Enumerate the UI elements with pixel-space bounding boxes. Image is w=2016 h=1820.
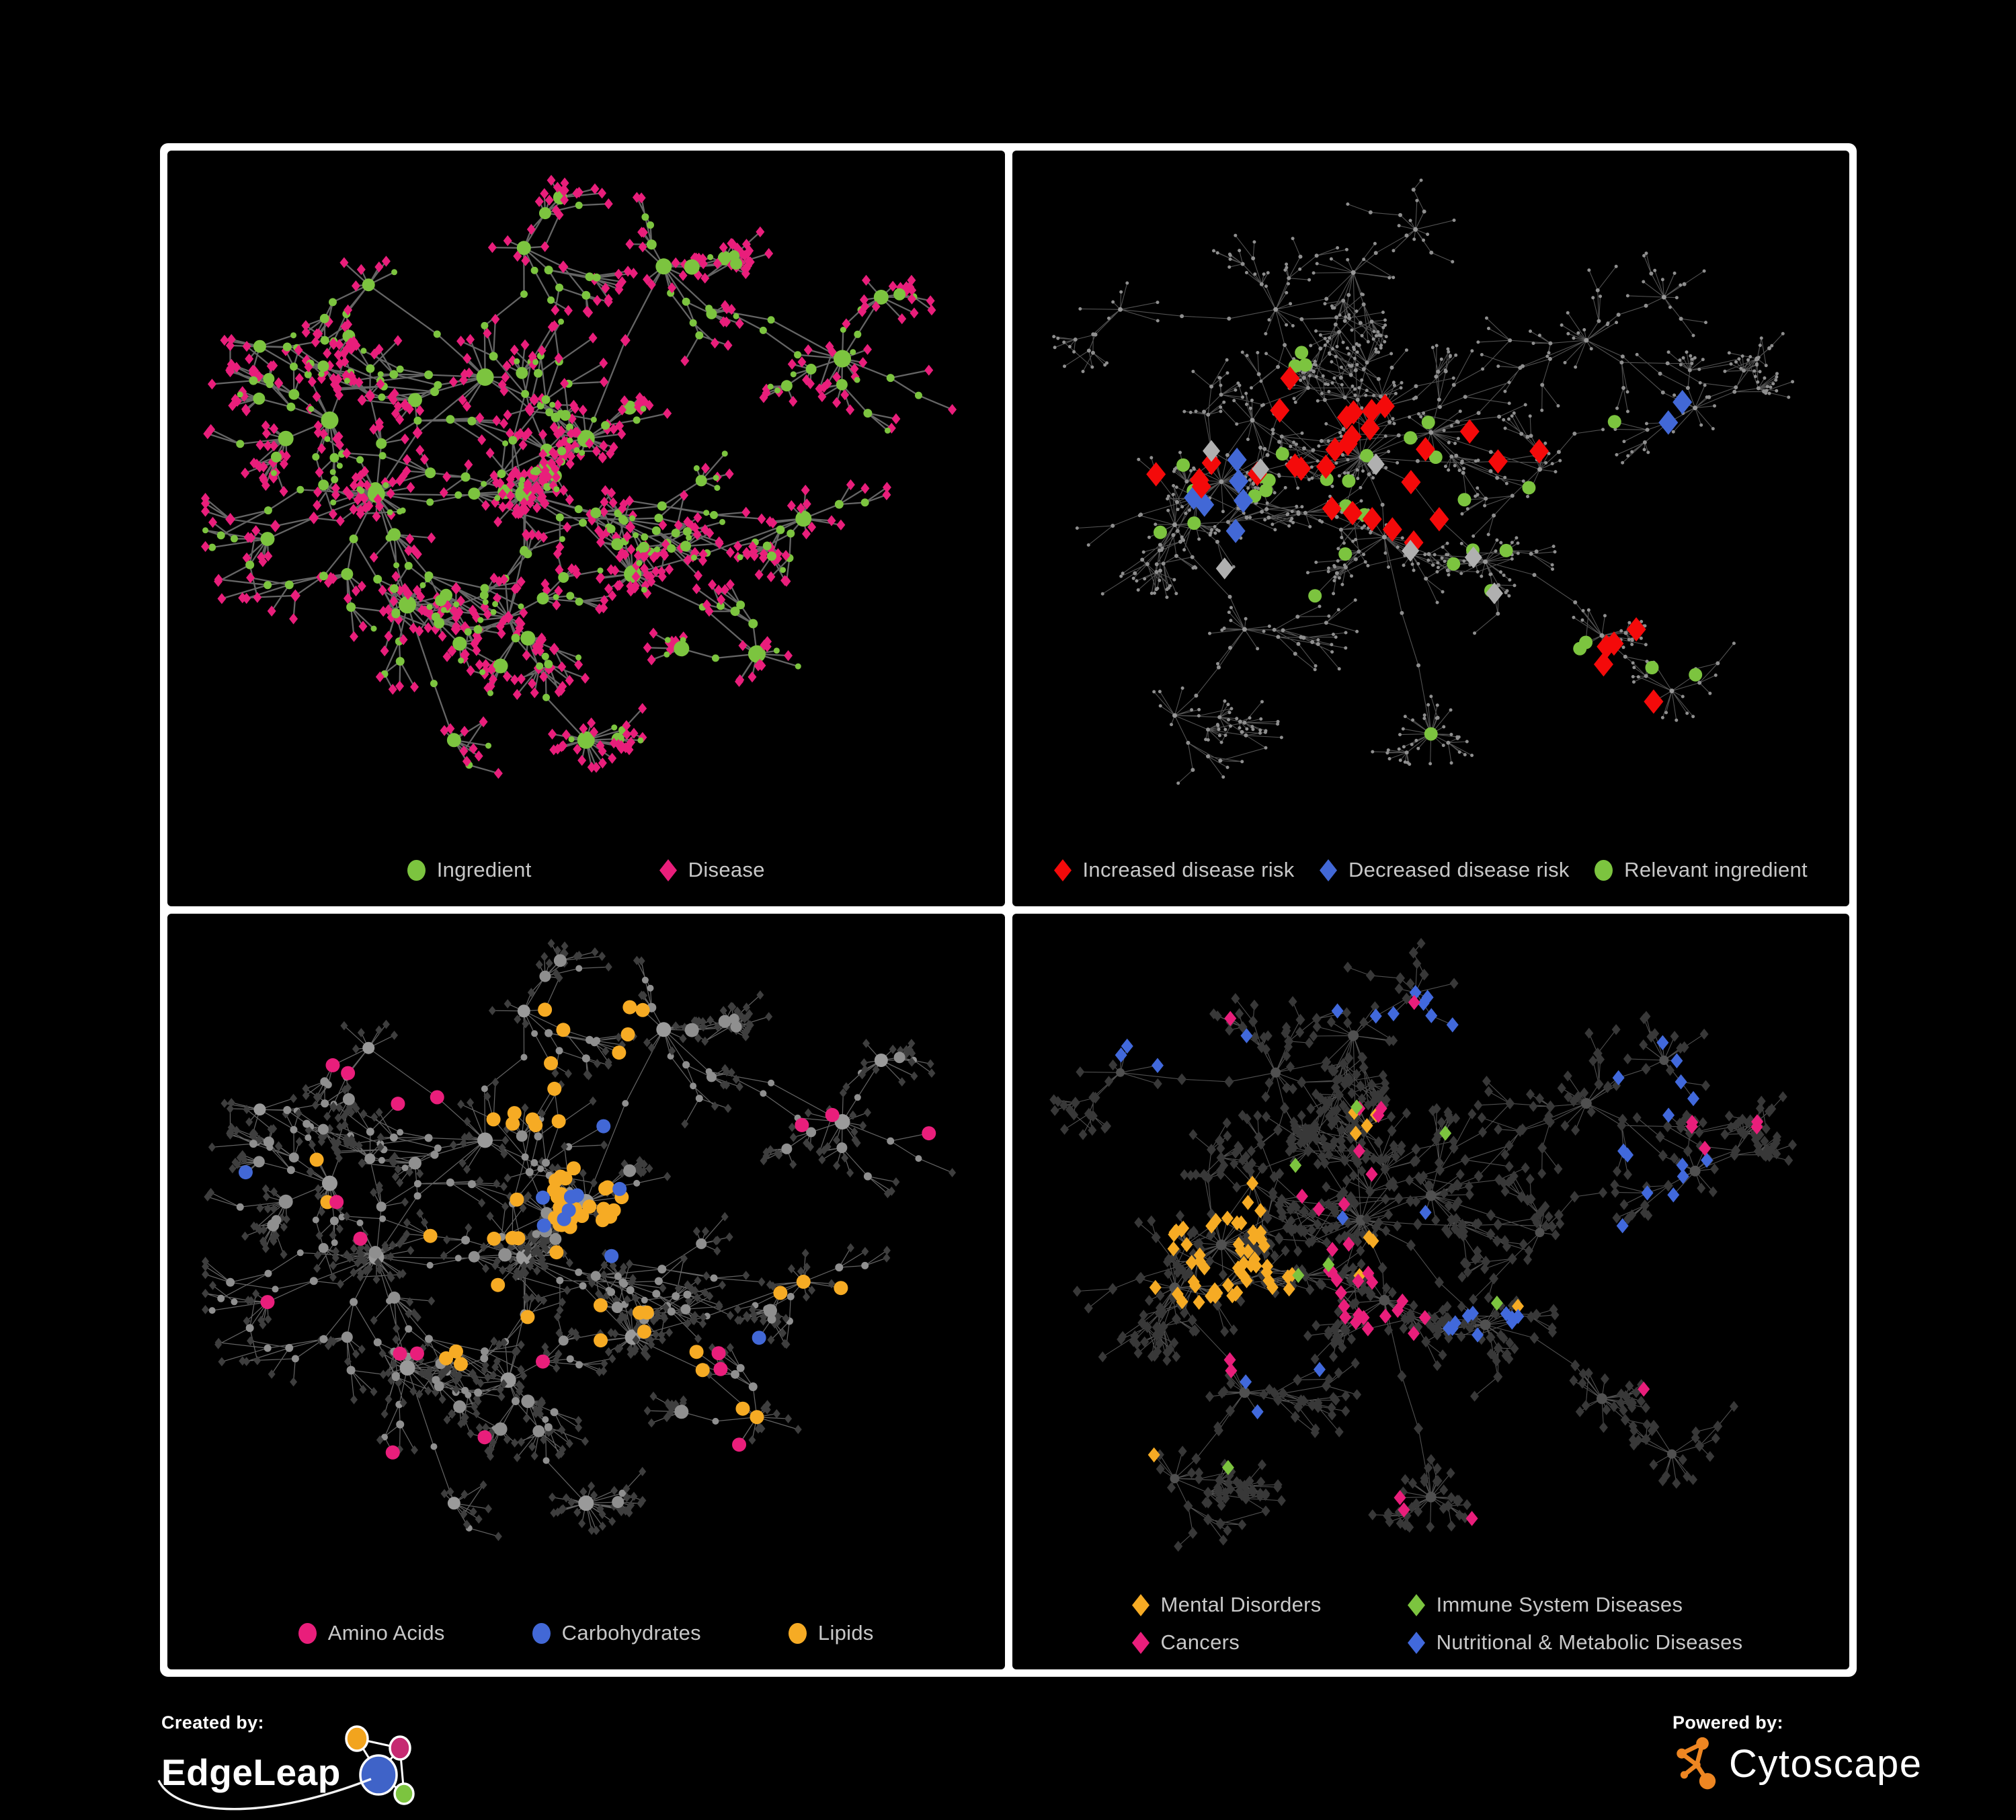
- legend-circle-icon: [1595, 859, 1613, 881]
- legend-diamond-icon: [1407, 1593, 1425, 1616]
- legend-label: Immune System Diseases: [1436, 1593, 1683, 1616]
- network-graph-disease-risk: [1012, 151, 1850, 906]
- legend-diamond-icon: [1131, 1631, 1150, 1654]
- cytoscape-logo-icon: [1677, 1737, 1716, 1790]
- legend-item-relevant-ingredient: Relevant ingredient: [1595, 858, 1808, 882]
- network-graph-ingredient-disease: [167, 151, 1005, 906]
- network-svg: [1051, 178, 1794, 785]
- legend-nutrient-classes: Amino Acids Carbohydrates Lipids: [167, 1621, 1005, 1645]
- legend-label: Lipids: [817, 1621, 874, 1645]
- legend-label: Amino Acids: [327, 1621, 445, 1645]
- panel-nutrient-classes: Amino Acids Carbohydrates Lipids: [167, 914, 1005, 1669]
- legend-circle-icon: [788, 1622, 807, 1644]
- cytoscape-wordmark: Cytoscape: [1729, 1742, 1923, 1786]
- legend-item-amino-acids: Amino Acids: [298, 1621, 445, 1645]
- network-graph-nutrient-classes: [167, 914, 1005, 1669]
- legend-item-cancers: Cancers: [1131, 1630, 1322, 1655]
- edgeleap-brand-block: Created by: EdgeLeap: [157, 1712, 444, 1813]
- legend-label: Carbohydrates: [561, 1621, 701, 1645]
- legend-disease-classes: Mental Disorders Immune System Diseases Ca…: [1131, 1593, 1743, 1655]
- legend-item-ingredient: Ingredient: [407, 858, 532, 882]
- legend-circle-icon: [298, 1622, 317, 1644]
- legend-label: Decreased disease risk: [1348, 858, 1570, 881]
- edgeleap-wordmark: EdgeLeap: [161, 1751, 341, 1793]
- edgeleap-logo-icon: [345, 1725, 415, 1805]
- legend-diamond-icon: [1407, 1631, 1425, 1654]
- legend-item-disease: Disease: [659, 858, 765, 882]
- legend-label: Ingredient: [436, 858, 532, 881]
- network-svg: [202, 939, 957, 1542]
- network-svg: [201, 175, 957, 779]
- legend-item-immune-system-diseases: Immune System Diseases: [1407, 1593, 1743, 1617]
- legend-label: Cancers: [1160, 1630, 1240, 1654]
- legend-item-lipids: Lipids: [788, 1621, 874, 1645]
- created-by-label: Created by:: [161, 1712, 264, 1733]
- cytoscape-brand-block: Powered by: Cytoscape: [1672, 1712, 1923, 1792]
- panel-grid-frame: Ingredient Disease Increased disease risk…: [160, 143, 1857, 1677]
- network-svg: [1049, 938, 1797, 1552]
- powered-by-label: Powered by:: [1672, 1712, 1783, 1733]
- legend-circle-icon: [407, 859, 426, 881]
- legend-label: Disease: [688, 858, 765, 881]
- legend-disease-risk: Increased disease risk Decreased disease …: [1012, 858, 1850, 882]
- legend-label: Mental Disorders: [1160, 1593, 1322, 1616]
- legend-diamond-icon: [1319, 859, 1337, 881]
- legend-item-decreased-disease-risk: Decreased disease risk: [1319, 858, 1570, 882]
- legend-circle-icon: [532, 1622, 551, 1644]
- legend-diamond-icon: [1053, 859, 1072, 881]
- network-graph-disease-classes: [1012, 914, 1850, 1669]
- legend-label: Increased disease risk: [1082, 858, 1295, 881]
- legend-diamond-icon: [659, 859, 677, 881]
- legend-ingredient-disease: Ingredient Disease: [167, 858, 1005, 882]
- legend-diamond-icon: [1131, 1593, 1150, 1616]
- legend-label: Relevant ingredient: [1624, 858, 1808, 881]
- panel-ingredient-disease: Ingredient Disease: [167, 151, 1005, 906]
- panel-disease-classes: Mental Disorders Immune System Diseases Ca…: [1012, 914, 1850, 1669]
- legend-item-nutritional-metabolic-diseases: Nutritional & Metabolic Diseases: [1407, 1630, 1743, 1655]
- legend-item-carbohydrates: Carbohydrates: [532, 1621, 701, 1645]
- legend-item-mental-disorders: Mental Disorders: [1131, 1593, 1322, 1617]
- legend-item-increased-disease-risk: Increased disease risk: [1053, 858, 1295, 882]
- panel-disease-risk: Increased disease risk Decreased disease …: [1012, 151, 1850, 906]
- legend-label: Nutritional & Metabolic Diseases: [1436, 1630, 1743, 1654]
